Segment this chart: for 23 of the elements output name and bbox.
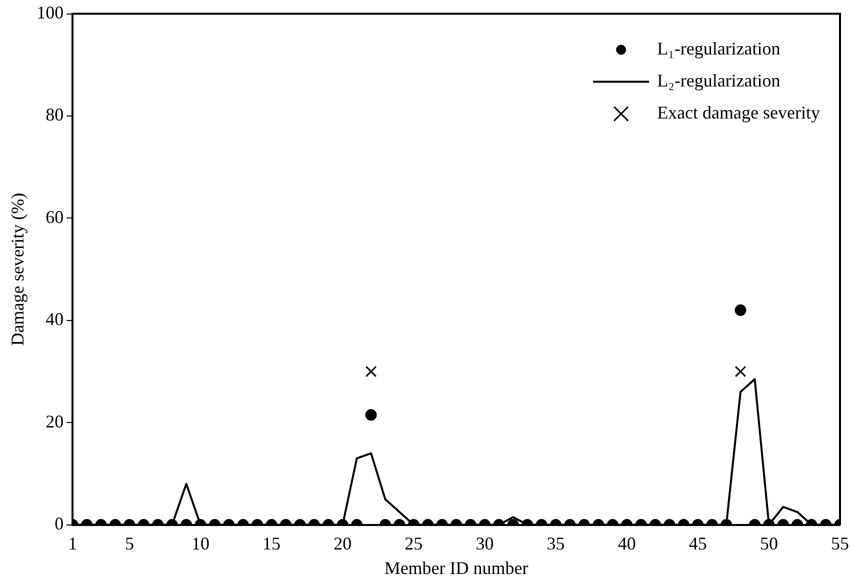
y-tick-label: 20 — [46, 411, 64, 432]
y-tick-label: 60 — [46, 206, 64, 227]
x-tick-label: 25 — [404, 533, 423, 554]
x-tick-label: 15 — [262, 533, 281, 554]
y-tick-label: 100 — [36, 2, 64, 23]
x-axis-title: Member ID number — [384, 558, 528, 578]
x-tick-label: 40 — [618, 533, 636, 554]
x-tick-label: 1 — [68, 533, 78, 554]
legend-label: Exact damage severity — [657, 102, 820, 123]
x-tick-label: 50 — [760, 533, 778, 554]
x-tick-label: 20 — [334, 533, 352, 554]
x-tick-label: 45 — [688, 533, 707, 554]
x-tick-label: 35 — [546, 533, 565, 554]
x-tick-label: 55 — [831, 533, 849, 554]
y-tick-label: 80 — [46, 104, 64, 125]
legend-label: L₂-regularization — [657, 70, 780, 91]
x-tick-label: 5 — [124, 533, 134, 554]
x-tick-label: 10 — [192, 533, 210, 554]
legend-label: L₁-regularization — [657, 38, 780, 59]
y-tick-label: 40 — [46, 309, 64, 330]
x-tick-label: 30 — [476, 533, 494, 554]
y-axis-title: Damage severity (%) — [8, 192, 28, 346]
y-tick-label: 0 — [54, 514, 64, 534]
